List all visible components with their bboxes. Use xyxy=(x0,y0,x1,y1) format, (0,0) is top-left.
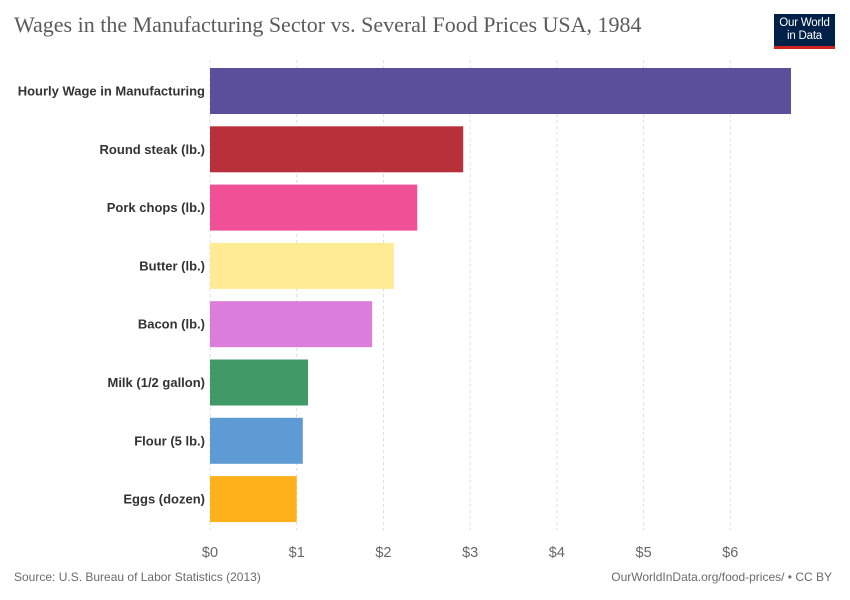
category-label: Round steak (lb.) xyxy=(100,142,205,157)
x-tick-label: $3 xyxy=(462,545,478,561)
bar[interactable] xyxy=(210,242,394,289)
category-labels: Hourly Wage in Manufacturing Round steak … xyxy=(18,84,205,507)
x-tick-label: $0 xyxy=(202,545,218,561)
x-tick-label: $2 xyxy=(375,545,391,561)
bar[interactable] xyxy=(210,359,308,406)
chart-title: Wages in the Manufacturing Sector vs. Se… xyxy=(14,12,642,37)
category-label: Butter (lb.) xyxy=(139,258,205,273)
category-label: Flour (5 lb.) xyxy=(134,433,205,448)
bar[interactable] xyxy=(210,476,297,523)
source-note: Source: U.S. Bureau of Labor Statistics … xyxy=(14,570,261,584)
x-tick-label: $1 xyxy=(289,545,305,561)
bar[interactable] xyxy=(210,417,303,464)
category-label: Hourly Wage in Manufacturing xyxy=(18,84,205,99)
x-tick-label: $6 xyxy=(722,545,738,561)
logo-line-2: in Data xyxy=(786,30,823,42)
bar[interactable] xyxy=(210,184,418,231)
x-axis-ticks: $0 $1 $2 $3 $4 $5 $6 xyxy=(202,545,738,561)
owid-logo[interactable]: Our World in Data xyxy=(774,14,835,49)
bar[interactable] xyxy=(210,301,373,348)
bar[interactable] xyxy=(210,68,791,114)
x-tick-label: $4 xyxy=(549,545,565,561)
category-label: Pork chops (lb.) xyxy=(107,200,205,215)
x-tick-label: $5 xyxy=(636,545,652,561)
logo-line-1: Our World xyxy=(779,17,830,29)
bars xyxy=(210,68,791,523)
category-label: Bacon (lb.) xyxy=(138,317,205,332)
category-label: Eggs (dozen) xyxy=(123,492,205,507)
category-label: Milk (1/2 gallon) xyxy=(107,375,205,390)
source-url[interactable]: OurWorldInData.org/food-prices/ • CC BY xyxy=(611,570,832,584)
bar[interactable] xyxy=(210,126,464,173)
